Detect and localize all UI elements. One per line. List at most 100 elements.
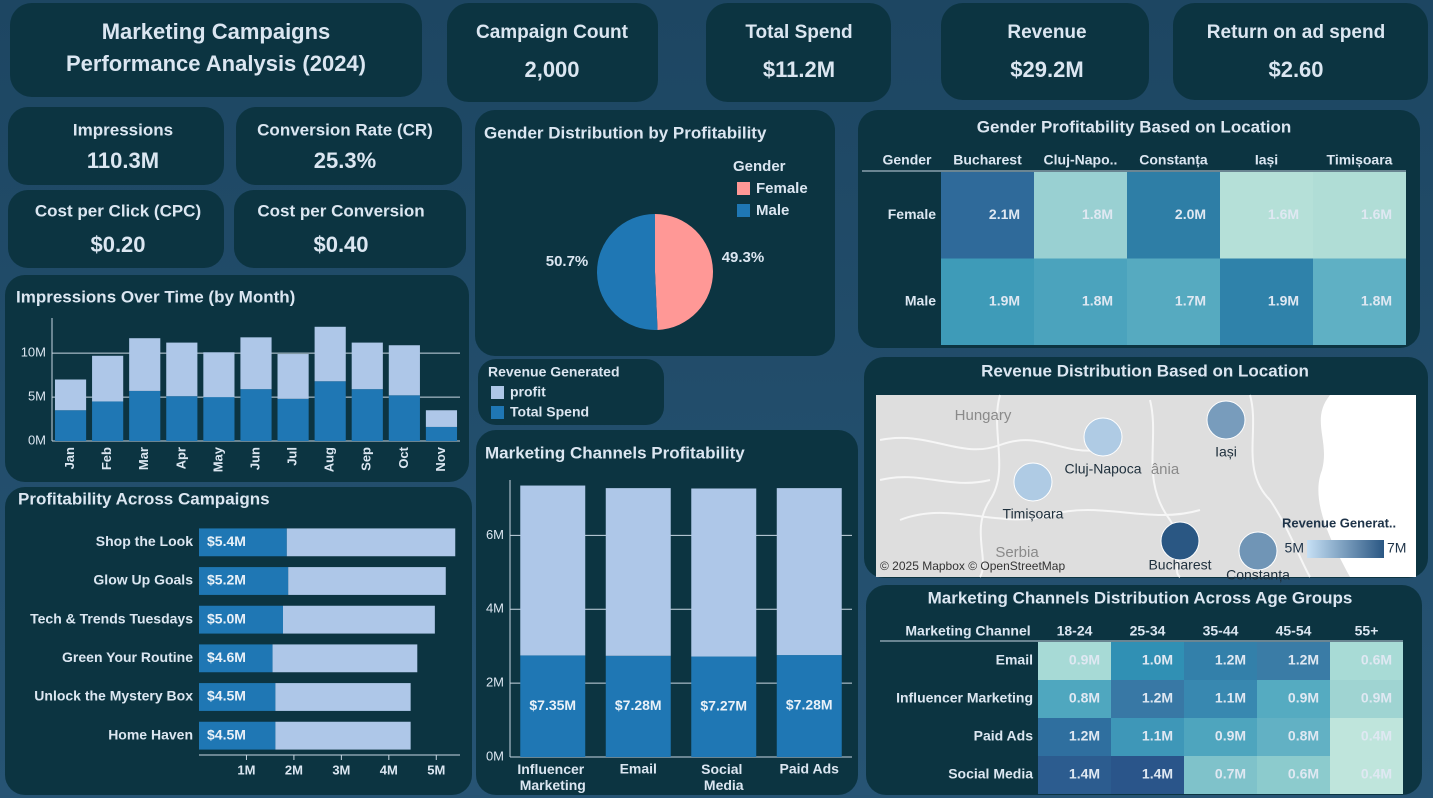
y-tick-label: Green Your Routine [62,649,193,665]
heat-cell [1034,172,1127,259]
card [5,487,472,795]
bar [314,381,346,441]
bar [425,410,458,427]
chart-title: Gender Profitability Based on Location [977,117,1292,136]
bar [314,326,346,382]
bar [277,354,309,399]
chart-title: Marketing Channels Profitability [485,443,745,462]
row-label: Female [888,206,936,222]
bar [240,337,272,390]
heat-cell [1038,756,1111,794]
x-tick-label: Social Media [701,761,746,793]
map-border [879,394,1311,578]
column-label: 18-24 [1057,623,1093,639]
bar [92,355,124,402]
x-tick-label: 2M [285,762,303,777]
y-tick-label: 0M [486,748,504,763]
map-label: ânia [1151,461,1180,478]
bar [92,401,124,441]
heat-cell [1330,756,1403,794]
cell-label: 0.9M [1215,728,1246,744]
legend-title: Gender [733,158,786,175]
y-tick-label: 10M [21,345,46,360]
column-label: Iași [1255,152,1278,168]
heat-cell [1330,642,1403,680]
heat-cell [1257,718,1330,756]
y-tick-label: Unlock the Mystery Box [34,688,193,704]
card [8,190,224,268]
heat-cell [1184,756,1257,794]
heat-cell [941,258,1034,345]
x-tick-label: 5M [427,762,445,777]
bar [776,488,842,656]
chart-title: Impressions Over Time (by Month) [16,287,295,306]
card [941,3,1149,100]
legend-swatch [737,204,750,217]
bar [199,528,287,557]
cell-label: 1.2M [1288,652,1319,668]
kpi-value: 2,000 [524,57,579,82]
chart-title: Marketing Channels Distribution Across A… [928,588,1353,607]
chart-title: Gender Distribution by Profitability [484,123,767,142]
bar-label: $4.6M [207,649,246,665]
legend-swatch [491,406,504,419]
bubble [1083,417,1123,457]
bar [351,389,383,441]
kpi-label: Return on ad spend [1207,22,1385,43]
row-label: Social Media [948,766,1033,782]
kpi-value: 110.3M [87,148,159,173]
bar [691,488,757,657]
heat-cell [1111,680,1184,718]
bar [776,655,842,757]
x-tick-label: 3M [332,762,350,777]
column-label: 45-54 [1276,623,1312,639]
bar [277,398,309,441]
row-label: Influencer Marketing [896,690,1033,706]
bar-label: $4.5M [207,726,246,742]
bar [54,410,87,441]
y-tick-label: 5M [28,389,46,404]
legend-title: Revenue Generat.. [1282,515,1396,530]
cell-label: 1.2M [1142,690,1173,706]
location-label: Bucharest [1148,557,1211,573]
card [236,107,462,185]
cell-label: 1.7M [1175,292,1206,308]
bar [388,395,420,441]
x-tick-label: Apr [173,447,188,469]
heat-cell [1127,258,1220,345]
kpi-value: 25.3% [314,148,376,173]
bar [605,488,671,656]
legend-tick-label: 7M [1387,540,1406,556]
legend-label: Total Spend [510,404,589,420]
x-tick-label: Nov [433,446,448,471]
cell-label: 1.9M [989,292,1020,308]
column-label: Bucharest [953,152,1022,168]
cell-label: 0.8M [1069,690,1100,706]
heat-cell [1330,718,1403,756]
bubble [1013,462,1053,502]
column-label: Timișoara [1327,152,1393,168]
cell-label: 1.6M [1361,206,1392,222]
kpi-value: $11.2M [763,57,835,82]
location-label: Constanța [1226,567,1290,583]
location-label: Iași [1215,444,1237,460]
x-tick-label: Jul [285,447,300,466]
heat-cell [1313,258,1406,345]
y-tick-label: 6M [486,527,504,542]
cell-label: 1.2M [1069,728,1100,744]
heat-cell [1111,642,1184,680]
cell-label: 0.8M [1288,728,1319,744]
bar [199,567,289,595]
kpi-label: Impressions [73,120,173,139]
cell-label: 1.8M [1361,292,1392,308]
bar-label: $5.4M [207,533,246,549]
heat-cell [1038,718,1111,756]
y-tick-label: Glow Up Goals [93,572,193,588]
card [478,359,664,425]
bar-label: $5.0M [207,610,246,626]
bar [129,338,161,391]
chart-title: Revenue Distribution Based on Location [981,361,1309,380]
cell-label: 0.9M [1361,690,1392,706]
y-tick-label: Tech & Trends Tuesdays [30,610,193,626]
